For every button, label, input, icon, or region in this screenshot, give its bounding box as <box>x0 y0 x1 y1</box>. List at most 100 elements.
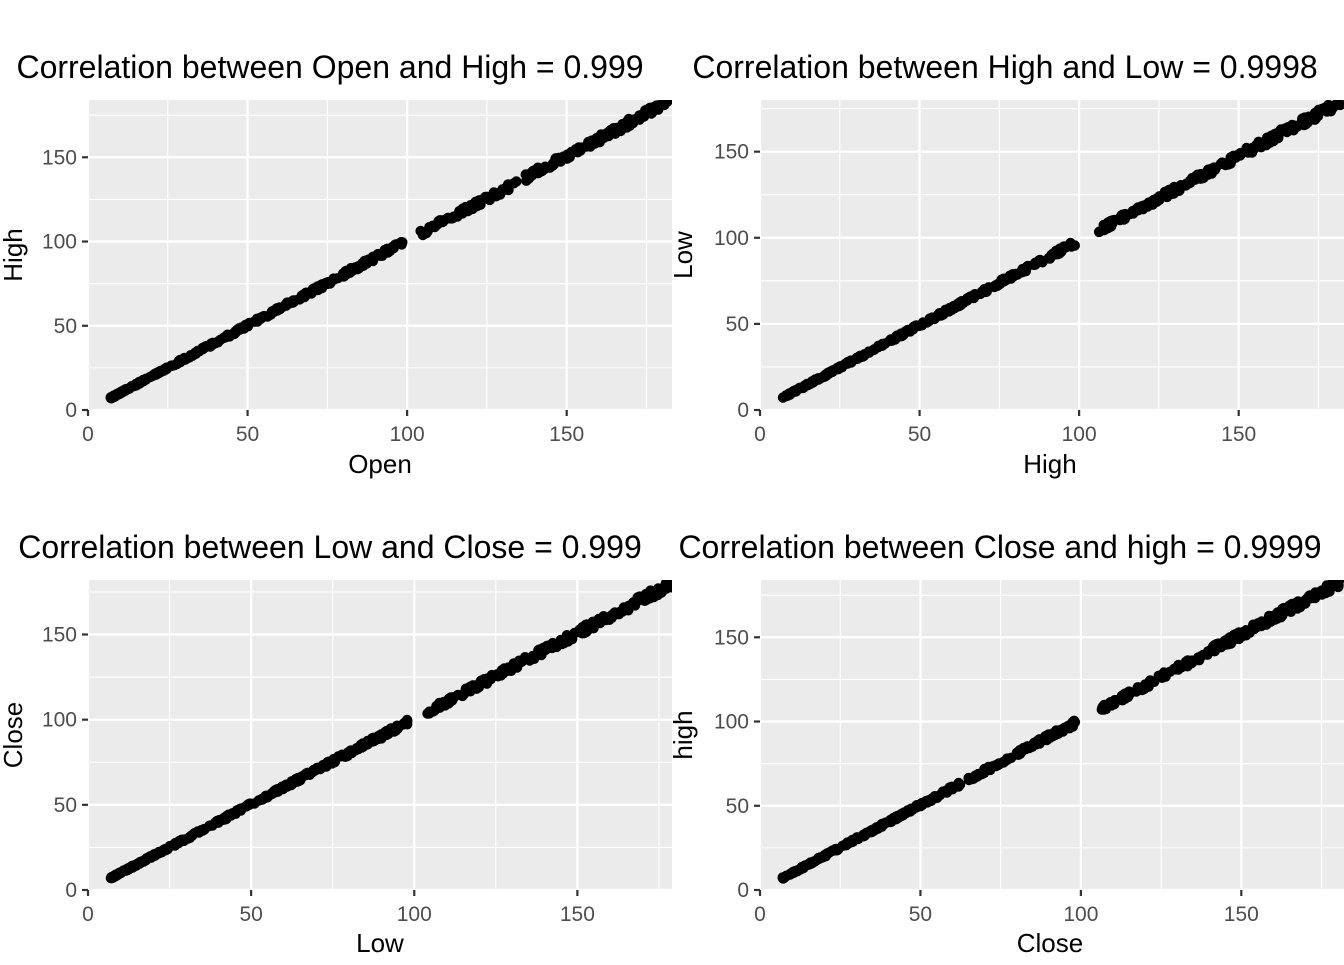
data-point <box>397 239 407 249</box>
x-tick-label: 50 <box>908 423 931 446</box>
y-tick-label: 50 <box>54 794 77 817</box>
data-point <box>885 816 895 826</box>
y-axis-title: High <box>0 228 28 281</box>
x-tick-label: 50 <box>909 903 932 926</box>
data-point <box>1190 655 1200 665</box>
data-point <box>525 655 535 665</box>
data-point <box>842 358 852 368</box>
chart-title: Correlation between High and Low = 0.999… <box>692 49 1317 85</box>
data-point <box>564 634 574 644</box>
data-point <box>604 615 614 625</box>
data-point <box>1248 143 1258 153</box>
y-tick-label: 100 <box>714 227 749 250</box>
data-point <box>1143 682 1153 692</box>
x-tick-label: 150 <box>549 423 584 446</box>
data-point <box>146 853 156 863</box>
data-point <box>1262 618 1272 628</box>
data-point <box>424 706 434 716</box>
data-point <box>134 377 144 387</box>
data-point <box>617 606 627 616</box>
data-point <box>156 847 166 857</box>
data-point <box>259 793 269 803</box>
data-point <box>982 763 992 773</box>
data-point <box>969 773 979 783</box>
chart-title: Correlation between Open and High = 0.99… <box>16 49 643 85</box>
y-tick-label: 100 <box>42 231 77 254</box>
data-point <box>1140 200 1150 210</box>
data-point <box>514 656 524 666</box>
data-point <box>536 647 546 657</box>
data-point <box>629 114 639 124</box>
data-point <box>953 781 963 791</box>
data-point <box>1287 120 1297 130</box>
data-point <box>509 178 519 188</box>
data-point <box>888 335 898 345</box>
data-point <box>124 383 134 393</box>
data-point <box>194 827 204 837</box>
data-point <box>794 865 804 875</box>
y-tick-label: 100 <box>42 709 77 732</box>
data-point <box>1334 94 1344 104</box>
data-point <box>661 95 671 105</box>
data-point <box>551 642 561 652</box>
data-point <box>1302 594 1312 604</box>
data-point <box>551 153 561 163</box>
data-point <box>1320 103 1330 113</box>
y-axis-title: Close <box>0 702 28 768</box>
data-point <box>823 367 833 377</box>
data-point <box>166 360 176 370</box>
data-point <box>1050 730 1060 740</box>
data-point <box>806 859 816 869</box>
data-point <box>1124 209 1134 219</box>
data-point <box>859 350 869 360</box>
data-point <box>868 345 878 355</box>
data-point <box>239 323 249 333</box>
data-point <box>1216 642 1226 652</box>
x-axis-title: Open <box>348 449 412 479</box>
data-point <box>917 320 927 330</box>
y-tick-label: 0 <box>737 879 749 902</box>
data-point <box>896 810 906 820</box>
data-point <box>443 213 453 223</box>
y-tick-label: 50 <box>54 315 77 338</box>
data-point <box>1328 577 1338 587</box>
data-point <box>815 852 825 862</box>
data-point <box>495 189 505 199</box>
data-point <box>830 844 840 854</box>
x-tick-label: 50 <box>236 423 259 446</box>
x-tick-label: 0 <box>82 903 94 926</box>
data-point <box>1207 168 1217 178</box>
data-point <box>1094 227 1104 237</box>
y-tick-label: 50 <box>726 313 749 336</box>
x-tick-label: 150 <box>1221 423 1256 446</box>
x-tick-label: 0 <box>754 423 766 446</box>
data-point <box>540 162 550 172</box>
data-point <box>1313 589 1323 599</box>
x-tick-label: 0 <box>754 903 766 926</box>
data-point <box>1176 662 1186 672</box>
data-point <box>1273 133 1283 143</box>
data-point <box>781 390 791 400</box>
data-point <box>362 258 372 268</box>
data-point <box>664 580 674 590</box>
data-point <box>460 204 470 214</box>
data-point <box>447 694 457 704</box>
data-point <box>1044 253 1054 263</box>
data-point <box>194 346 204 356</box>
data-point <box>1016 267 1026 277</box>
data-point <box>1262 133 1272 143</box>
y-tick-label: 150 <box>42 624 77 647</box>
data-point <box>646 108 656 118</box>
data-point <box>1154 195 1164 205</box>
x-axis-title: High <box>1023 449 1076 479</box>
data-point <box>1225 155 1235 165</box>
data-point <box>1284 601 1294 611</box>
data-point <box>151 369 161 379</box>
data-point <box>567 147 577 157</box>
x-tick-label: 100 <box>1063 903 1098 926</box>
